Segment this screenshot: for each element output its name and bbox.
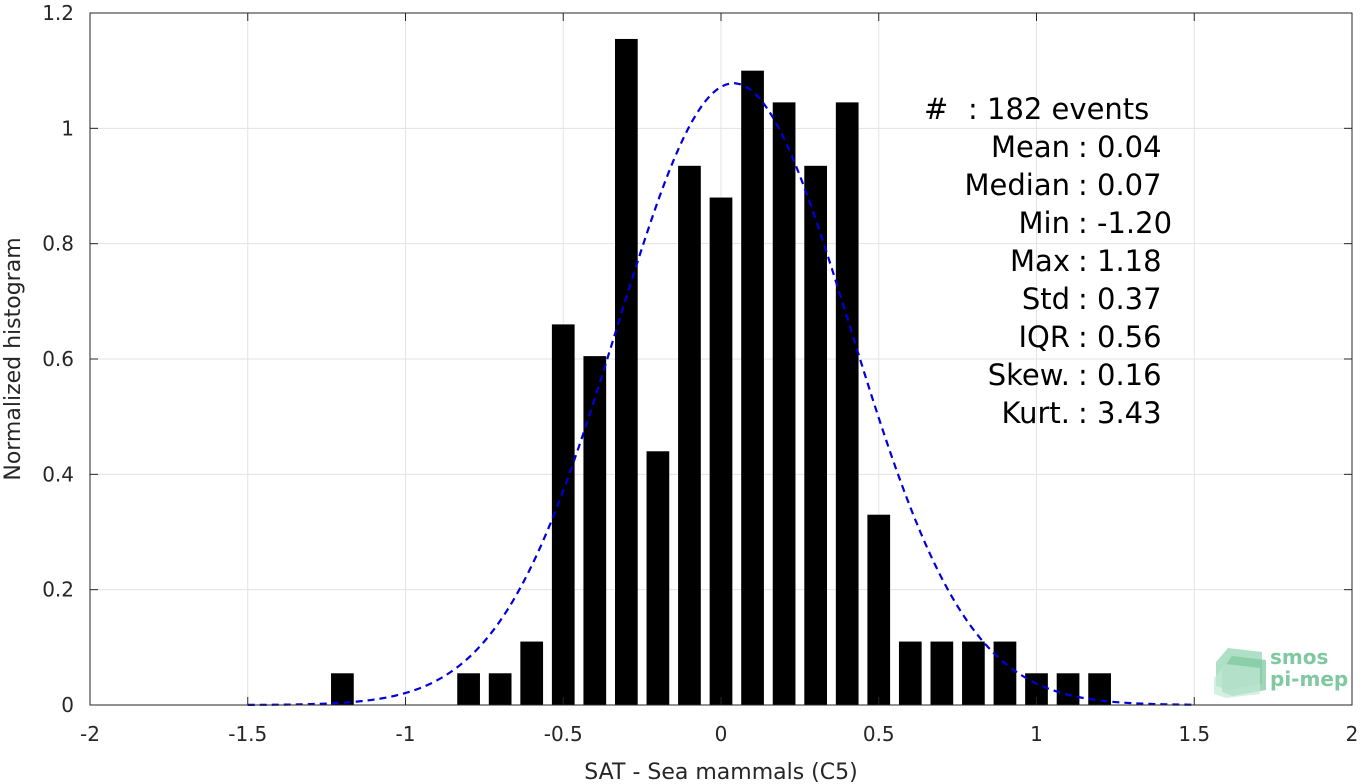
stat-label-5: Std bbox=[1022, 282, 1070, 316]
bar-5 bbox=[583, 356, 607, 705]
bar-12 bbox=[804, 165, 828, 706]
bar-17 bbox=[962, 641, 985, 705]
y-tick-label-4: 0.8 bbox=[42, 232, 74, 256]
stat-value-1: : 0.04 bbox=[1078, 130, 1162, 164]
x-tick-label-7: 1.5 bbox=[1178, 722, 1210, 746]
bar-11 bbox=[772, 102, 796, 706]
stat-value-8: : 3.43 bbox=[1078, 396, 1162, 430]
x-tick-label-4: 0 bbox=[715, 722, 728, 746]
x-tick-label-1: -1.5 bbox=[228, 722, 267, 746]
y-tick-label-0: 0 bbox=[61, 693, 74, 717]
gaussian-fit-curve bbox=[247, 82, 1195, 706]
y-tick-label-5: 1 bbox=[61, 116, 74, 140]
bar-7 bbox=[646, 451, 670, 705]
x-tick-label-3: -0.5 bbox=[544, 722, 583, 746]
stat-value-2: : 0.07 bbox=[1078, 168, 1162, 202]
y-axis-label: Normalized histogram bbox=[1, 237, 26, 480]
bar-8 bbox=[678, 165, 701, 706]
bar-21 bbox=[1088, 673, 1111, 705]
y-tick-label-3: 0.6 bbox=[42, 347, 74, 371]
bar-16 bbox=[930, 641, 954, 705]
bar-4 bbox=[551, 324, 575, 705]
stat-value-6: : 0.56 bbox=[1078, 320, 1162, 354]
bar-10 bbox=[741, 70, 764, 705]
bar-1 bbox=[457, 673, 480, 705]
stat-value-3: : -1.20 bbox=[1078, 206, 1172, 240]
stat-value-4: : 1.18 bbox=[1078, 244, 1162, 278]
bar-15 bbox=[898, 641, 922, 705]
stat-label-1: Mean bbox=[991, 130, 1070, 164]
y-tick-label-2: 0.4 bbox=[42, 462, 74, 486]
y-axis-ticks: 0 0.2 0.4 0.6 0.8 1 1.2 bbox=[42, 1, 1352, 717]
stat-value-0: : 182 events bbox=[968, 92, 1149, 126]
bar-9 bbox=[709, 197, 733, 706]
stat-label-2: Median bbox=[965, 168, 1070, 202]
bar-6 bbox=[614, 38, 638, 705]
stat-label-6: IQR bbox=[1018, 320, 1070, 354]
stat-label-8: Kurt. bbox=[1002, 396, 1070, 430]
smos-pimep-logo: smos pi-mep bbox=[1214, 645, 1348, 698]
stat-label-3: Min bbox=[1019, 206, 1070, 240]
bar-2 bbox=[488, 673, 512, 705]
bar-19 bbox=[1025, 673, 1048, 705]
x-tick-label-5: 0.5 bbox=[863, 722, 895, 746]
x-axis-label: SAT - Sea mammals (C5) bbox=[584, 760, 857, 784]
bar-0 bbox=[331, 673, 354, 705]
x-tick-label-6: 1 bbox=[1030, 722, 1043, 746]
logo-line1: smos bbox=[1270, 645, 1328, 669]
stat-label-4: Max bbox=[1010, 244, 1070, 278]
bar-14 bbox=[867, 514, 891, 705]
stat-label-0: # bbox=[924, 92, 948, 126]
stat-label-7: Skew. bbox=[988, 358, 1070, 392]
stat-value-7: : 0.16 bbox=[1078, 358, 1162, 392]
x-axis-ticks: -2 -1.5 -1 -0.5 0 0.5 1 1.5 2 bbox=[80, 13, 1358, 746]
x-tick-label-8: 2 bbox=[1346, 722, 1359, 746]
bar-13 bbox=[835, 102, 859, 706]
bar-20 bbox=[1056, 673, 1080, 705]
stat-value-5: : 0.37 bbox=[1078, 282, 1162, 316]
bar-18 bbox=[993, 641, 1017, 705]
x-tick-label-0: -2 bbox=[80, 722, 100, 746]
y-tick-label-1: 0.2 bbox=[42, 578, 74, 602]
logo-layers-icon bbox=[1214, 648, 1266, 698]
y-tick-label-6: 1.2 bbox=[42, 1, 74, 25]
logo-line2: pi-mep bbox=[1270, 667, 1348, 691]
bars-group bbox=[331, 38, 1111, 706]
x-tick-label-2: -1 bbox=[396, 722, 416, 746]
bar-3 bbox=[520, 641, 544, 705]
